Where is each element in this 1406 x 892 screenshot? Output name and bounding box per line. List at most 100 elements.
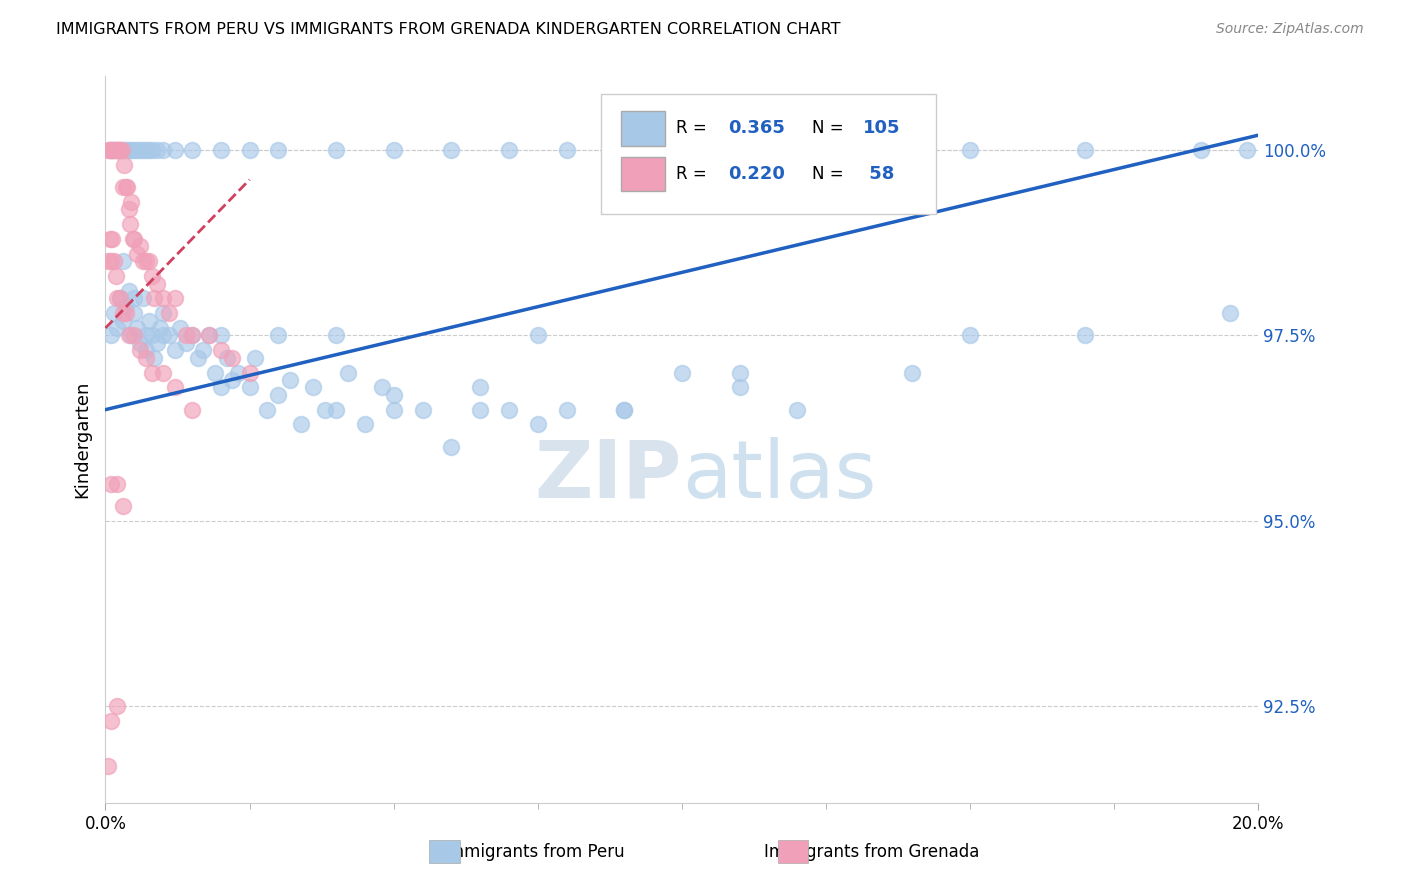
Point xyxy=(382,143,405,157)
Point xyxy=(135,143,157,157)
Point xyxy=(117,143,139,157)
Point xyxy=(204,366,226,380)
Point xyxy=(127,321,149,335)
Point xyxy=(108,291,131,305)
Point xyxy=(152,366,174,380)
Point xyxy=(152,306,174,320)
Point xyxy=(103,143,125,157)
Point xyxy=(180,328,204,343)
Point xyxy=(138,143,160,157)
Point xyxy=(120,143,142,157)
Point xyxy=(98,143,121,157)
Point xyxy=(198,328,221,343)
Y-axis label: Kindergarten: Kindergarten xyxy=(73,381,91,498)
Point xyxy=(124,232,146,246)
Point xyxy=(180,402,204,417)
Point xyxy=(129,239,152,253)
Point xyxy=(149,321,172,335)
Point xyxy=(127,143,149,157)
Text: Immigrants from Peru: Immigrants from Peru xyxy=(443,843,626,861)
Point xyxy=(141,366,163,380)
Point xyxy=(152,143,174,157)
Point xyxy=(100,328,122,343)
Point xyxy=(157,328,180,343)
Point xyxy=(239,380,262,394)
Point xyxy=(613,402,636,417)
Text: 58: 58 xyxy=(863,165,894,183)
Point xyxy=(141,143,163,157)
Text: N =: N = xyxy=(813,120,844,137)
Point xyxy=(209,328,232,343)
Point xyxy=(163,143,186,157)
Point xyxy=(117,284,139,298)
Point xyxy=(354,417,377,432)
Point xyxy=(110,143,132,157)
Point xyxy=(103,254,125,268)
Point xyxy=(728,380,751,394)
Point xyxy=(105,143,128,157)
Point xyxy=(132,254,155,268)
Point xyxy=(302,380,325,394)
Point xyxy=(108,291,131,305)
Point xyxy=(336,366,359,380)
Point xyxy=(440,143,463,157)
Point xyxy=(146,277,169,291)
Point xyxy=(132,143,155,157)
Point xyxy=(959,328,981,343)
Point xyxy=(103,143,125,157)
Point xyxy=(135,351,157,365)
Point xyxy=(124,306,146,320)
Point xyxy=(239,366,262,380)
Text: 105: 105 xyxy=(863,120,900,137)
Point xyxy=(100,143,122,157)
Point xyxy=(193,343,215,358)
Point xyxy=(786,143,808,157)
Point xyxy=(221,351,243,365)
Bar xyxy=(621,156,665,192)
Point xyxy=(108,143,131,157)
Point xyxy=(120,328,142,343)
Point xyxy=(135,343,157,358)
Point xyxy=(174,335,197,350)
Point xyxy=(146,143,169,157)
Text: 0.365: 0.365 xyxy=(728,120,785,137)
Point xyxy=(101,232,124,246)
Point xyxy=(152,291,174,305)
Point xyxy=(114,158,136,172)
Point xyxy=(470,380,492,394)
Point xyxy=(440,440,463,454)
Point xyxy=(105,699,128,714)
Point xyxy=(127,247,149,261)
Point xyxy=(555,143,578,157)
Point xyxy=(314,402,336,417)
Point xyxy=(104,143,127,157)
Text: 0.220: 0.220 xyxy=(728,165,785,183)
Point xyxy=(97,143,120,157)
Point xyxy=(187,351,209,365)
Point xyxy=(498,402,520,417)
Point xyxy=(671,143,693,157)
Point xyxy=(143,351,166,365)
Point xyxy=(108,143,131,157)
Point xyxy=(278,373,301,387)
Point xyxy=(105,321,128,335)
Point xyxy=(117,180,139,194)
Point xyxy=(209,143,232,157)
Point xyxy=(325,328,347,343)
Point xyxy=(141,269,163,284)
Point xyxy=(470,402,492,417)
Point xyxy=(141,328,163,343)
Point xyxy=(97,254,120,268)
Text: Source: ZipAtlas.com: Source: ZipAtlas.com xyxy=(1216,22,1364,37)
Point xyxy=(135,254,157,268)
Point xyxy=(671,366,693,380)
Point xyxy=(117,202,139,217)
Point xyxy=(163,343,186,358)
Point xyxy=(111,499,134,513)
Text: ZIP: ZIP xyxy=(534,437,682,515)
Point xyxy=(118,217,141,231)
Point xyxy=(728,366,751,380)
Point xyxy=(132,291,155,305)
Point xyxy=(105,143,128,157)
Point xyxy=(239,143,262,157)
